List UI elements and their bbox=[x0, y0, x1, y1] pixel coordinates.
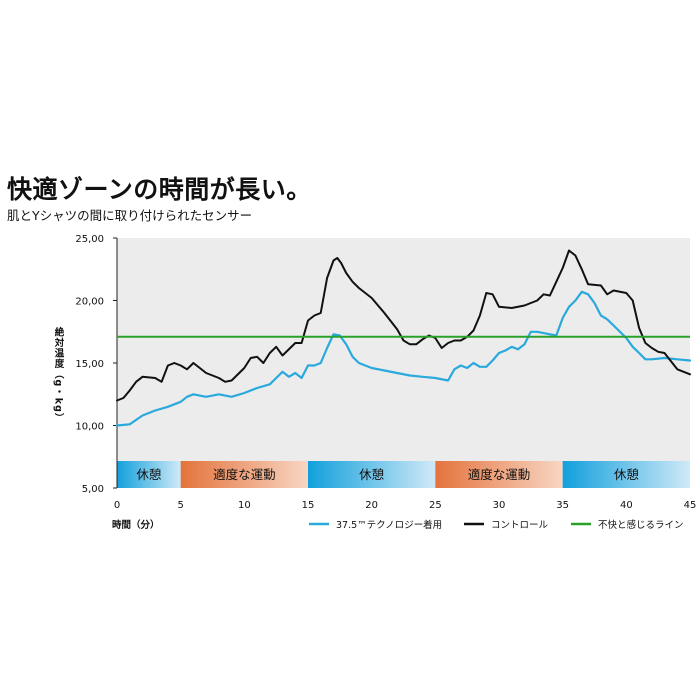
series-line-control bbox=[116, 249, 691, 402]
zone-exercise-1 bbox=[180, 461, 308, 488]
series-lines bbox=[115, 249, 692, 427]
zone-rest-0 bbox=[117, 461, 181, 488]
x-tick-label: 25 bbox=[429, 500, 442, 511]
x-tick-label: 15 bbox=[302, 500, 315, 511]
zone-rest-4 bbox=[562, 461, 690, 488]
zone-label-2: 休憩 bbox=[359, 467, 385, 482]
legend-label-0: 37.5™テクノロジー着用 bbox=[336, 519, 442, 531]
x-tick-label: 0 bbox=[114, 500, 120, 511]
x-tick-label: 10 bbox=[238, 500, 251, 511]
x-tick-label: 20 bbox=[365, 500, 378, 511]
zone-label-4: 休憩 bbox=[614, 467, 640, 482]
x-tick-label: 45 bbox=[684, 500, 697, 511]
activity-zones: 休憩 適度な運動 休憩 適度な運動 休憩 bbox=[117, 461, 690, 488]
y-tick-label: 5,00 bbox=[82, 484, 104, 495]
y-axis-title: 絶対温度（g・kg） bbox=[53, 326, 66, 423]
series-line-375-technology bbox=[115, 290, 692, 427]
zone-rest-2 bbox=[308, 461, 436, 488]
zone-label-0: 休憩 bbox=[136, 467, 162, 482]
x-tick-label: 30 bbox=[493, 500, 506, 511]
legend-label-1: コントロール bbox=[491, 520, 549, 531]
x-tick-label: 35 bbox=[556, 500, 569, 511]
y-tick-label: 15,00 bbox=[75, 359, 104, 370]
page-title: 快適ゾーンの時間が長い。 bbox=[7, 175, 312, 204]
page-subtitle: 肌とYシャツの間に取り付けられたセンサー bbox=[7, 208, 253, 223]
legend: 37.5™テクノロジー着用 コントロール 不快と感じるライン bbox=[309, 519, 684, 531]
y-tick-label: 25,00 bbox=[75, 234, 104, 245]
y-tick-label: 10,00 bbox=[75, 422, 104, 433]
zone-exercise-3 bbox=[435, 461, 563, 488]
plot-area bbox=[117, 238, 690, 488]
y-tick-label: 20,00 bbox=[75, 297, 104, 308]
x-tick-label: 40 bbox=[620, 500, 633, 511]
legend-label-2: 不快と感じるライン bbox=[598, 519, 684, 531]
x-axis-title: 時間（分） bbox=[112, 519, 160, 531]
zone-label-1: 適度な運動 bbox=[213, 467, 276, 482]
zone-label-3: 適度な運動 bbox=[468, 467, 531, 482]
x-tick-label: 5 bbox=[177, 500, 183, 511]
